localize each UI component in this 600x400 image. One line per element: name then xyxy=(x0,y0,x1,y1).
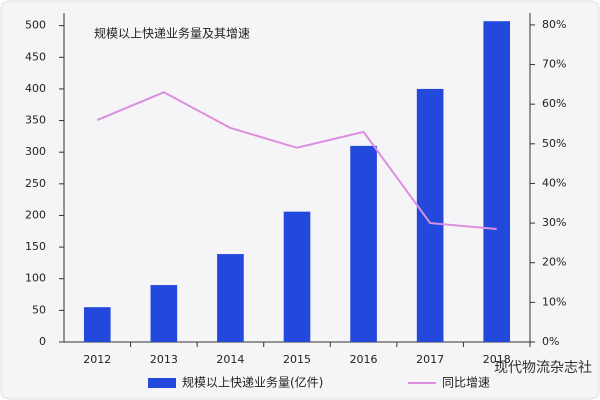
legend-swatch xyxy=(148,378,176,388)
y-tick-label: 50 xyxy=(32,303,46,316)
y-tick-label: 0 xyxy=(39,335,46,348)
watermark: 现代物流杂志社 xyxy=(494,360,592,376)
bar xyxy=(150,285,178,342)
bar xyxy=(416,88,444,342)
x-tick-label: 2017 xyxy=(416,353,444,366)
y2-tick-label: 60% xyxy=(542,97,566,110)
y2-tick-label: 0% xyxy=(542,335,559,348)
legend-label: 规模以上快递业务量(亿件) xyxy=(182,375,323,390)
y-tick-label: 350 xyxy=(25,114,46,127)
bar xyxy=(350,145,377,342)
x-tick-label: 2012 xyxy=(83,353,111,366)
y2-tick-label: 50% xyxy=(542,137,566,150)
x-tick-label: 2014 xyxy=(216,353,244,366)
y-tick-label: 400 xyxy=(25,82,46,95)
x-tick-label: 2013 xyxy=(150,353,178,366)
chart-title: 规模以上快递业务量及其增速 xyxy=(94,26,250,41)
bar xyxy=(283,211,311,342)
bar xyxy=(483,21,511,342)
y-tick-label: 300 xyxy=(25,145,46,158)
y-tick-label: 450 xyxy=(25,50,46,63)
y-tick-label: 150 xyxy=(25,240,46,253)
y2-tick-label: 80% xyxy=(542,18,566,31)
legend-label: 同比增速 xyxy=(442,376,490,390)
y2-tick-label: 20% xyxy=(542,256,566,269)
y-tick-label: 250 xyxy=(25,177,46,190)
x-tick-label: 2016 xyxy=(350,353,378,366)
x-tick-label: 2018 xyxy=(483,353,511,366)
y2-tick-label: 30% xyxy=(542,216,566,229)
line xyxy=(96,91,497,231)
y-tick-label: 500 xyxy=(25,19,46,32)
y2-tick-label: 70% xyxy=(542,58,566,71)
y2-tick-label: 10% xyxy=(542,295,566,308)
bar xyxy=(83,307,111,342)
bar xyxy=(217,254,244,342)
y2-tick-label: 40% xyxy=(542,176,566,189)
x-tick-label: 2015 xyxy=(283,353,311,366)
y-tick-label: 100 xyxy=(25,272,46,285)
y-tick-label: 200 xyxy=(25,208,46,221)
